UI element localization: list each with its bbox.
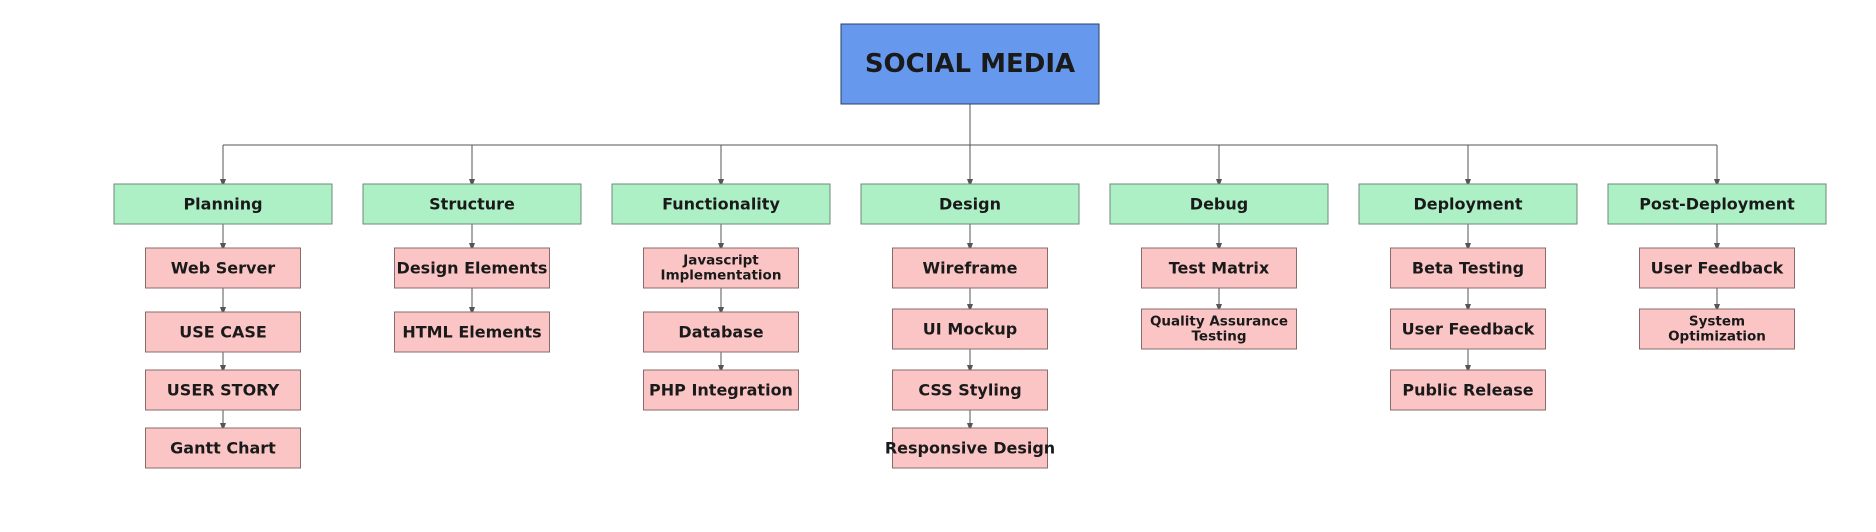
item-beta-testing-label: Beta Testing [1412, 259, 1524, 278]
item-css-styling-label: CSS Styling [918, 381, 1021, 400]
item-user-feedback: User Feedback [1639, 247, 1795, 289]
connectors [220, 104, 1720, 431]
item-wireframe-rect [892, 247, 1048, 289]
item-responsive-design-rect [892, 427, 1048, 469]
item-php-integration-rect [643, 369, 799, 411]
item-javascript-implementation-rect [643, 247, 799, 289]
category-debug-label: Debug [1190, 195, 1248, 214]
item-user-story-rect [145, 369, 301, 411]
category-post-deployment-label: Post-Deployment [1639, 195, 1795, 214]
category-functionality: Functionality [611, 183, 831, 225]
item-test-matrix: Test Matrix [1141, 247, 1297, 289]
item-public-release-label: Public Release [1402, 381, 1533, 400]
boxes: SOCIAL MEDIA Planning Web Server USE CASE US… [113, 23, 1827, 469]
category-deployment-label: Deployment [1413, 195, 1522, 214]
item-javascript-implementation-label: Javascript [682, 253, 759, 269]
item-ui-mockup-rect [892, 308, 1048, 350]
item-beta-testing: Beta Testing [1390, 247, 1546, 289]
item-html-elements-label: HTML Elements [402, 323, 541, 342]
category-deployment-rect [1358, 183, 1578, 225]
item-responsive-design-label: Responsive Design [885, 439, 1055, 458]
category-deployment: Deployment [1358, 183, 1578, 225]
item-gantt-chart: Gantt Chart [145, 427, 301, 469]
item-html-elements-rect [394, 311, 550, 353]
item-ui-mockup-label: UI Mockup [923, 320, 1017, 339]
item-test-matrix-rect [1141, 247, 1297, 289]
item-test-matrix-label: Test Matrix [1169, 259, 1270, 278]
item-wireframe-label: Wireframe [922, 259, 1017, 278]
item-gantt-chart-rect [145, 427, 301, 469]
item-design-elements: Design Elements [394, 247, 550, 289]
item-use-case-rect [145, 311, 301, 353]
item-html-elements: HTML Elements [394, 311, 550, 353]
item-javascript-implementation-label: Implementation [661, 268, 782, 284]
item-wireframe: Wireframe [892, 247, 1048, 289]
category-debug-rect [1109, 183, 1329, 225]
item-responsive-design: Responsive Design [885, 427, 1055, 469]
item-database-label: Database [678, 323, 763, 342]
category-design: Design [860, 183, 1080, 225]
category-structure-rect [362, 183, 582, 225]
item-design-elements-label: Design Elements [397, 259, 548, 278]
root-node-rect [840, 23, 1100, 105]
category-design-rect [860, 183, 1080, 225]
item-user-story: USER STORY [145, 369, 301, 411]
item-ui-mockup: UI Mockup [892, 308, 1048, 350]
item-quality-assurance-testing-label: Quality Assurance [1150, 314, 1288, 330]
category-post-deployment: Post-Deployment [1607, 183, 1827, 225]
category-functionality-label: Functionality [662, 195, 780, 214]
item-web-server-rect [145, 247, 301, 289]
item-system-optimization-label: System [1689, 314, 1745, 330]
category-structure-label: Structure [429, 195, 515, 214]
item-use-case: USE CASE [145, 311, 301, 353]
item-public-release-rect [1390, 369, 1546, 411]
category-structure: Structure [362, 183, 582, 225]
item-beta-testing-rect [1390, 247, 1546, 289]
category-post-deployment-rect [1607, 183, 1827, 225]
item-css-styling-rect [892, 369, 1048, 411]
category-planning-rect [113, 183, 333, 225]
item-web-server: Web Server [145, 247, 301, 289]
item-gantt-chart-label: Gantt Chart [170, 439, 276, 458]
category-planning-label: Planning [183, 195, 262, 214]
item-user-feedback-rect [1639, 247, 1795, 289]
item-user-story-label: USER STORY [167, 381, 280, 400]
category-debug: Debug [1109, 183, 1329, 225]
root-node-label: SOCIAL MEDIA [865, 49, 1075, 79]
root-node: SOCIAL MEDIA [840, 23, 1100, 105]
item-design-elements-rect [394, 247, 550, 289]
item-php-integration-label: PHP Integration [649, 381, 793, 400]
category-functionality-rect [611, 183, 831, 225]
item-user-feedback-rect [1390, 308, 1546, 350]
item-user-feedback-label: User Feedback [1651, 259, 1784, 278]
item-user-feedback-label: User Feedback [1402, 320, 1535, 339]
category-design-label: Design [939, 195, 1001, 214]
category-planning: Planning [113, 183, 333, 225]
item-system-optimization-label: Optimization [1668, 329, 1766, 345]
item-system-optimization-rect [1639, 308, 1795, 350]
item-quality-assurance-testing-label: Testing [1192, 329, 1247, 345]
item-user-feedback: User Feedback [1390, 308, 1546, 350]
item-web-server-label: Web Server [171, 259, 276, 278]
item-database-rect [643, 311, 799, 353]
item-public-release: Public Release [1390, 369, 1546, 411]
item-quality-assurance-testing-rect [1141, 308, 1297, 350]
item-database: Database [643, 311, 799, 353]
item-php-integration: PHP Integration [643, 369, 799, 411]
item-use-case-label: USE CASE [179, 323, 267, 342]
item-css-styling: CSS Styling [892, 369, 1048, 411]
